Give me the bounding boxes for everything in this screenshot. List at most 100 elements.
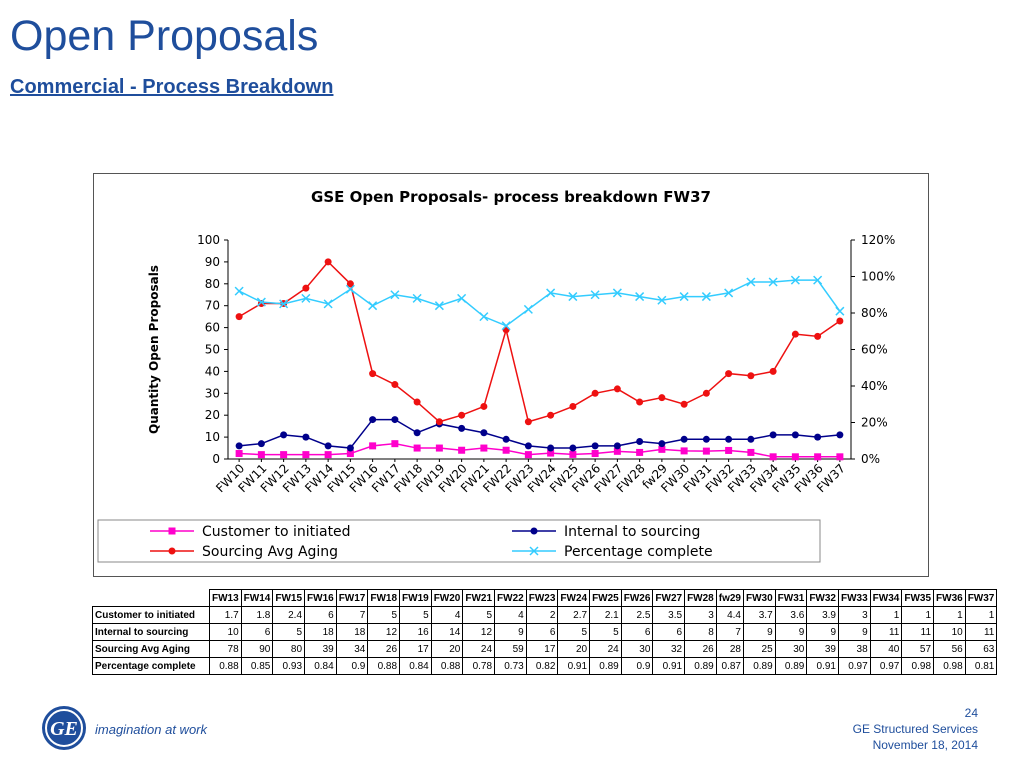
table-cell: 9 <box>838 623 871 641</box>
data-point <box>680 435 688 443</box>
table-cell: 0.81 <box>964 657 998 675</box>
data-point <box>790 275 800 285</box>
table-cell: 2.1 <box>589 606 622 624</box>
data-point <box>434 301 444 311</box>
table-column-header: FW23 <box>525 589 559 607</box>
data-point <box>725 435 733 443</box>
data-point <box>658 445 666 453</box>
table-column-header: FW33 <box>838 589 871 607</box>
footer-company: GE Structured Services <box>852 722 978 736</box>
table-cell: 6 <box>620 623 654 641</box>
data-point <box>636 398 644 406</box>
data-point <box>813 275 823 285</box>
data-point <box>413 444 421 452</box>
table-cell: 0.89 <box>684 657 717 675</box>
y-axis-label: Quantity Open Proposals <box>147 265 161 434</box>
data-point <box>502 446 510 454</box>
chart-title: GSE Open Proposals- process breakdown FW… <box>311 188 711 206</box>
data-point <box>435 444 443 452</box>
y-tick-label: 20 <box>205 408 220 422</box>
table-cell: 0.9 <box>335 657 369 675</box>
data-point <box>480 429 488 437</box>
y2-tick-label: 100% <box>861 270 895 284</box>
table-row-label: Internal to sourcing <box>92 623 210 641</box>
y2-tick-label: 120% <box>861 233 895 247</box>
table-column-header: FW28 <box>684 589 717 607</box>
table-cell: 0.89 <box>742 657 776 675</box>
data-point <box>280 451 288 459</box>
data-point <box>591 450 599 458</box>
legend-label: Percentage complete <box>564 544 713 560</box>
data-point <box>501 321 511 331</box>
data-point <box>658 394 666 402</box>
table-cell: 18 <box>304 623 337 641</box>
table-cell: 0.82 <box>525 657 559 675</box>
data-point <box>257 451 265 459</box>
table-cell: 0.88 <box>430 657 464 675</box>
data-point <box>279 299 289 309</box>
table-cell: 5 <box>367 606 401 624</box>
data-point <box>569 444 577 452</box>
table-cell: 18 <box>335 623 369 641</box>
table-cell: 3.7 <box>742 606 776 624</box>
y-tick-label: 50 <box>205 343 220 357</box>
table-column-header: FW25 <box>589 589 622 607</box>
table-cell: 26 <box>684 640 717 658</box>
y2-tick-label: 40% <box>861 379 888 393</box>
table-cell: 0.98 <box>933 657 966 675</box>
table-cell: 3 <box>838 606 871 624</box>
table-column-header: FW26 <box>620 589 654 607</box>
table-header-row: FW13 FW14 FW15 FW16 FW17 FW18 FW19 FW20 FW21 FW22… <box>92 589 998 607</box>
table-cell: 39 <box>806 640 839 658</box>
legend-marker <box>168 547 176 555</box>
data-point <box>769 453 777 461</box>
table-cell: 1.7 <box>209 606 242 624</box>
table-cell: 5 <box>557 623 591 641</box>
legend-label: Internal to sourcing <box>564 524 700 540</box>
table-cell: 0.97 <box>869 657 903 675</box>
table-row: Internal to sourcing 10 6 5 18 18 12 16 14 12 9 6 5 5… <box>92 623 998 641</box>
table-cell: 39 <box>304 640 337 658</box>
data-point <box>546 288 556 298</box>
table-cell: 34 <box>335 640 369 658</box>
table-column-header: FW19 <box>399 589 432 607</box>
data-point <box>836 317 844 325</box>
table-cell: 7 <box>335 606 369 624</box>
table-column-header: FW35 <box>901 589 935 607</box>
table-column-header: FW13 <box>209 589 242 607</box>
table-cell: 0.85 <box>240 657 274 675</box>
table-column-header: FW17 <box>335 589 369 607</box>
y2-tick-label: 80% <box>861 306 888 320</box>
data-point <box>547 444 555 452</box>
table-cell: 10 <box>933 623 966 641</box>
data-point <box>435 418 443 426</box>
table-row-label: Sourcing Avg Aging <box>92 640 210 658</box>
table-cell: 40 <box>869 640 903 658</box>
data-point <box>612 288 622 298</box>
data-point <box>524 418 532 426</box>
table-row: Customer to initiated 1.7 1.8 2.4 6 7 5 5 4 5 4 2 2.… <box>92 606 998 624</box>
table-column-header: fw29 <box>715 589 744 607</box>
y-tick-label: 70 <box>205 299 220 313</box>
data-point <box>302 284 310 292</box>
table-cell: 1 <box>901 606 935 624</box>
data-point <box>280 431 288 439</box>
table-cell: 80 <box>272 640 306 658</box>
table-cell: 90 <box>240 640 274 658</box>
series-line-2 <box>239 418 840 449</box>
data-point <box>345 284 355 294</box>
table-cell: 14 <box>430 623 464 641</box>
y-tick-label: 60 <box>205 321 220 335</box>
data-point <box>836 453 844 461</box>
data-point <box>747 435 755 443</box>
data-point <box>235 442 243 450</box>
data-point <box>769 367 777 375</box>
table-cell: 3.9 <box>806 606 839 624</box>
table-cell: 12 <box>462 623 496 641</box>
legend-box <box>97 519 821 563</box>
table-cell: 1 <box>964 606 998 624</box>
table-cell: 17 <box>399 640 432 658</box>
data-point <box>369 442 377 450</box>
table-cell: 10 <box>209 623 242 641</box>
data-point <box>524 442 532 450</box>
